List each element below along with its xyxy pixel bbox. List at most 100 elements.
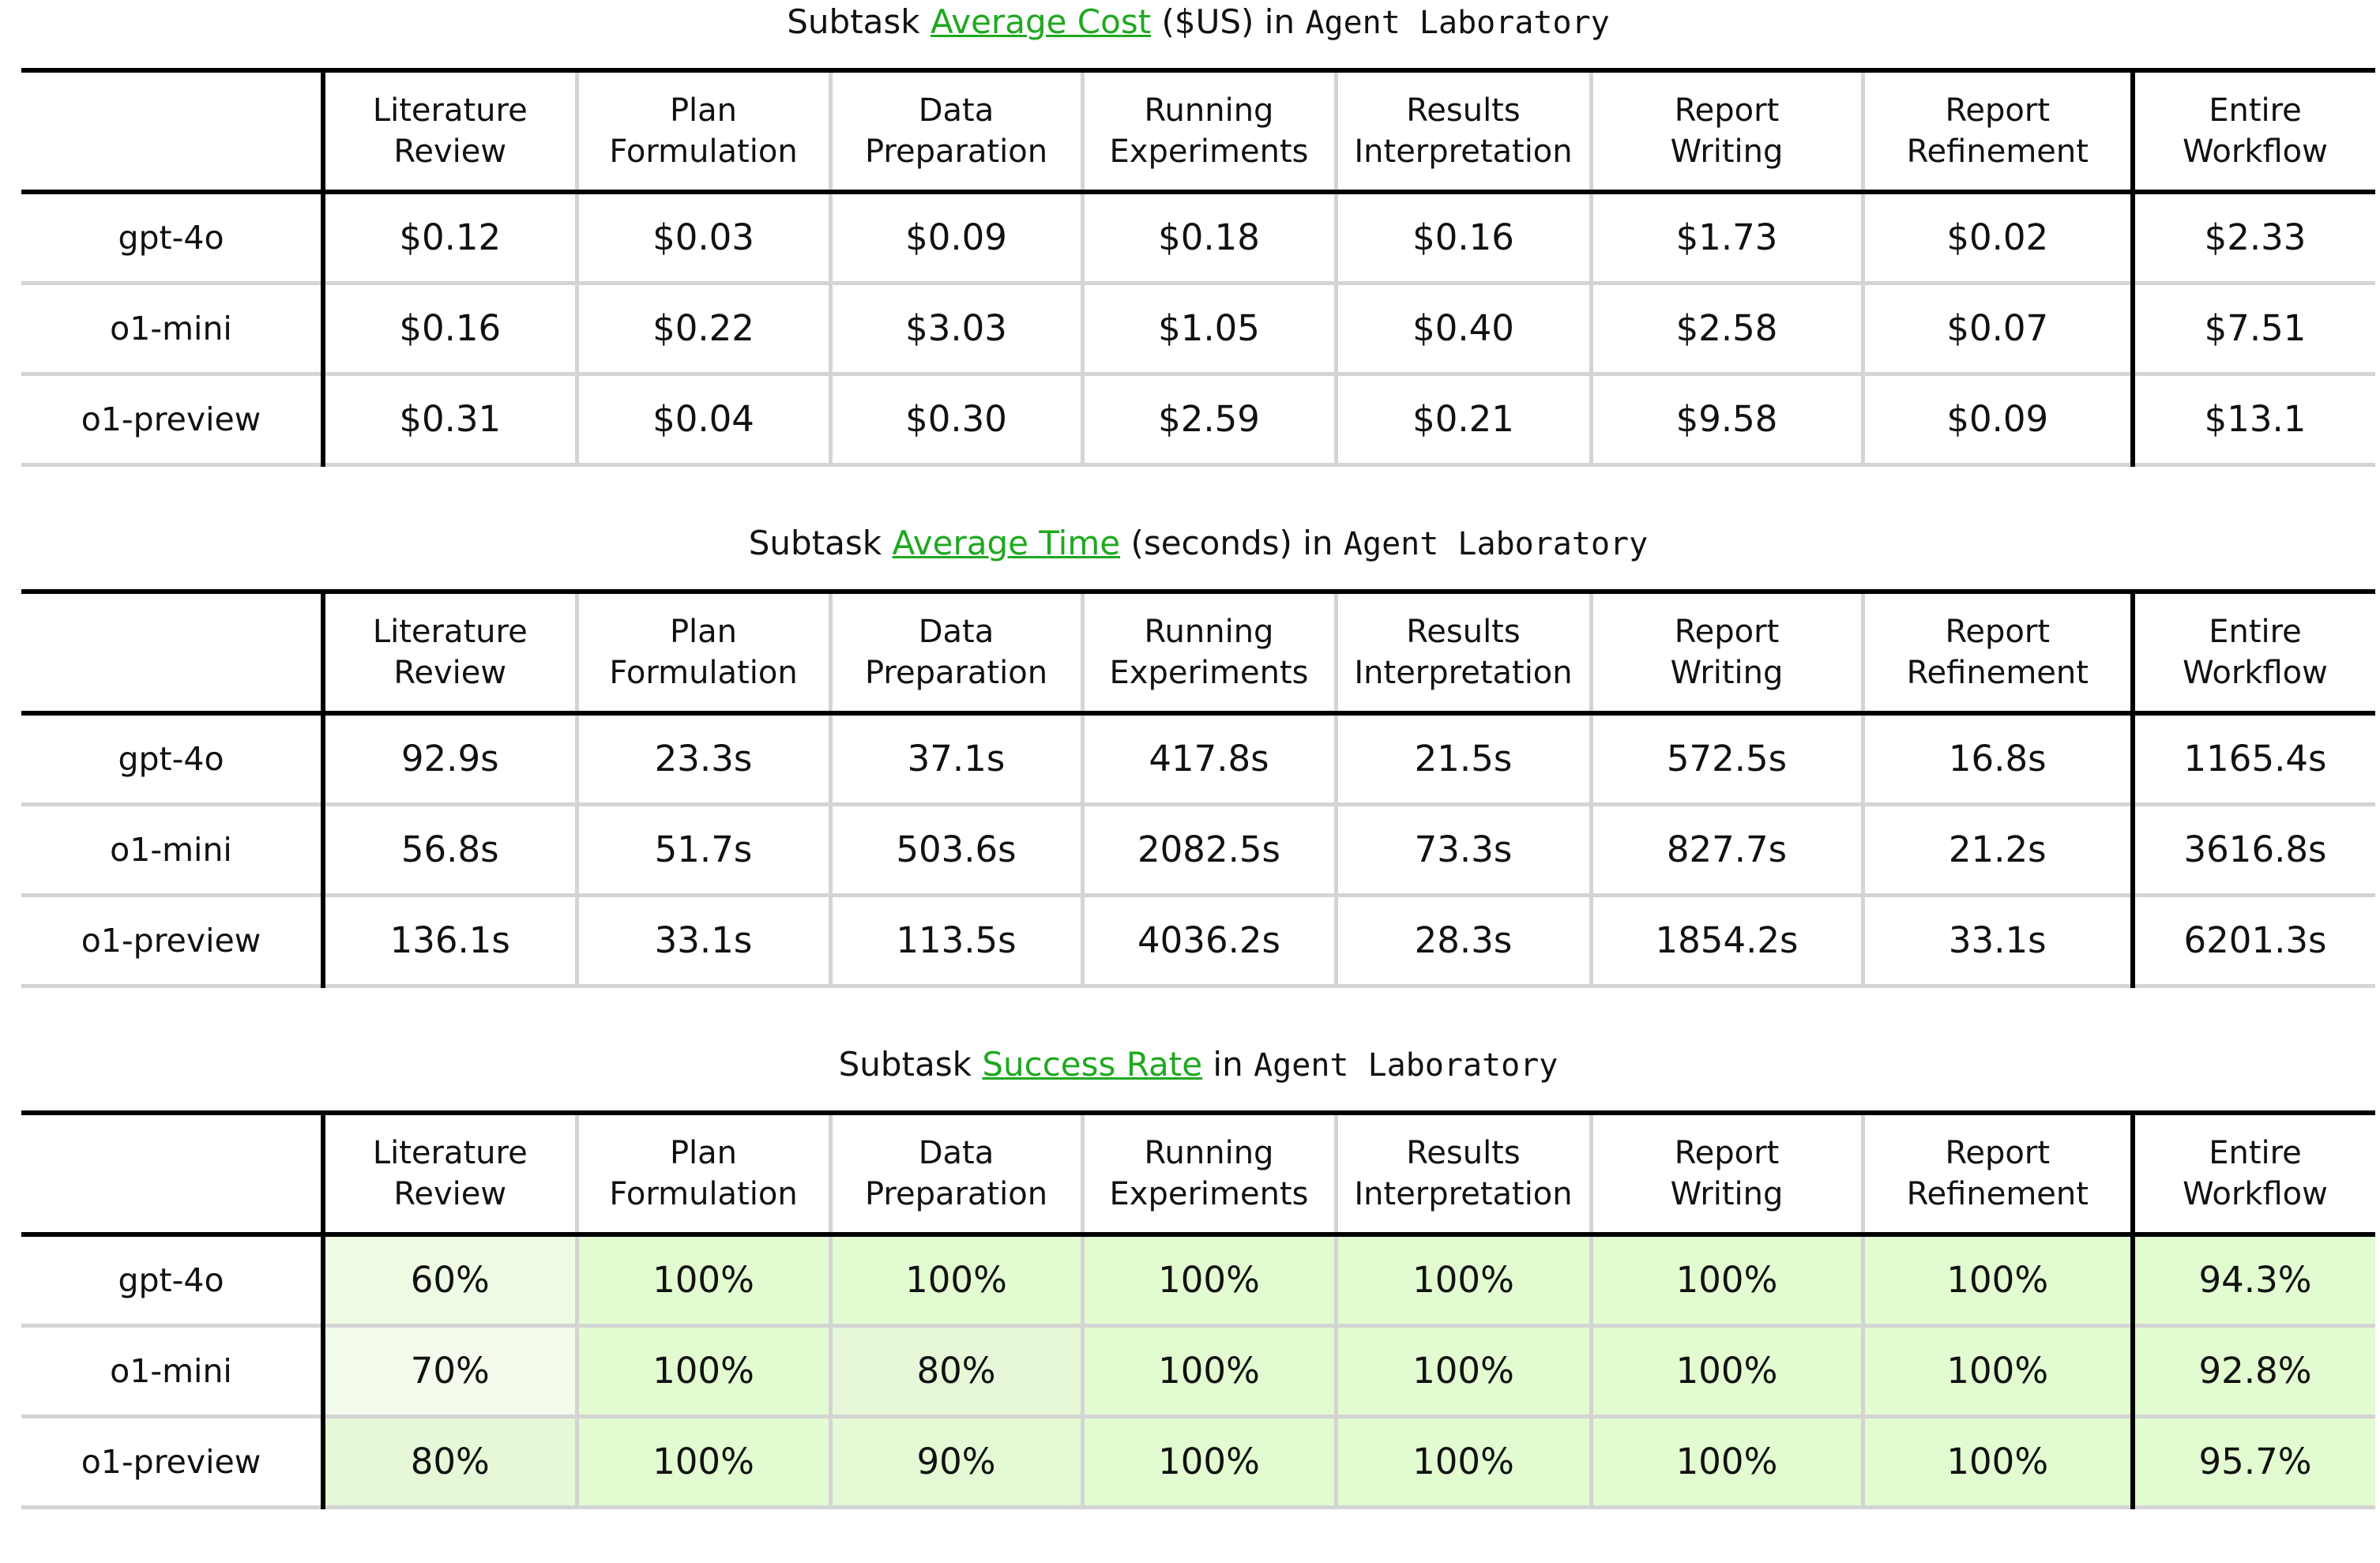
column-header-text: Report Writing	[1670, 1135, 1784, 1212]
table-head: Literature Review Plan Formulation Data Pr…	[21, 68, 2375, 194]
model-name: o1-mini	[21, 1325, 323, 1418]
data-cell: 417.8s	[1080, 713, 1336, 806]
data-cell: 136.1s	[321, 895, 577, 988]
data-row: o1-mini 56.8s 51.7s 503.6s 2082.5s 73.3s 827.7…	[21, 804, 2375, 897]
data-row: gpt-4o $0.12 $0.03 $0.09 $0.18 $0.16 $1.73 $0.0…	[21, 192, 2375, 285]
data-cell: 503.6s	[828, 804, 1082, 897]
column-header-text: Report Refinement	[1906, 614, 2089, 691]
table-body: gpt-4o 92.9s 23.3s 37.1s 417.8s 21.5s 572.5s 16…	[21, 713, 2375, 988]
data-cell: $0.09	[1860, 374, 2133, 467]
data-table: Literature Review Plan Formulation Data Pr…	[21, 1110, 2375, 1509]
table-body: gpt-4o 60% 100% 100% 100% 100% 100% 100% 94.3% o1…	[21, 1234, 2375, 1509]
data-cell: 51.7s	[574, 804, 830, 897]
model-name: gpt-4o	[21, 192, 323, 285]
table-body: gpt-4o $0.12 $0.03 $0.09 $0.18 $0.16 $1.73 $0.0…	[21, 192, 2375, 467]
column-header: Plan Formulation	[574, 68, 830, 194]
table-head: Literature Review Plan Formulation Data Pr…	[21, 589, 2375, 716]
table-title: Subtask Average Cost ($US) in Agent Labo…	[21, 0, 2375, 44]
column-header-text: Report Refinement	[1906, 92, 2089, 170]
data-cell: $0.21	[1333, 374, 1591, 467]
column-header-text: Data Preparation	[864, 1135, 1048, 1212]
column-header-text: Plan Formulation	[609, 92, 798, 170]
column-header-text: Data Preparation	[864, 92, 1048, 170]
column-header: Literature Review	[321, 68, 577, 194]
column-header: Plan Formulation	[574, 1110, 830, 1237]
column-header: Report Refinement	[1860, 68, 2133, 194]
data-cell: $2.33	[2130, 192, 2375, 285]
title-highlight: Average Time	[892, 524, 1121, 562]
data-cell: $0.16	[321, 283, 577, 376]
column-header: Running Experiments	[1080, 589, 1336, 716]
data-row: o1-preview 136.1s 33.1s 113.5s 4036.2s 28.3s 1…	[21, 895, 2375, 988]
data-cell: 90%	[828, 1416, 1082, 1509]
data-cell: 100%	[1333, 1234, 1591, 1328]
data-row: gpt-4o 92.9s 23.3s 37.1s 417.8s 21.5s 572.5s 16…	[21, 713, 2375, 806]
table-head: Literature Review Plan Formulation Data Pr…	[21, 1110, 2375, 1237]
model-name: o1-mini	[21, 283, 323, 376]
column-header: Data Preparation	[828, 68, 1082, 194]
data-cell: 100%	[828, 1234, 1082, 1328]
data-cell: 94.3%	[2130, 1234, 2375, 1328]
column-header: Running Experiments	[1080, 1110, 1336, 1237]
title-prefix: Subtask	[748, 524, 882, 562]
column-header: Plan Formulation	[574, 589, 830, 716]
data-cell: $7.51	[2130, 283, 2375, 376]
data-cell: 6201.3s	[2130, 895, 2375, 988]
column-header-text: Report Writing	[1670, 92, 1784, 170]
data-cell: 100%	[1860, 1325, 2133, 1418]
data-cell: 100%	[1080, 1325, 1336, 1418]
column-header: Literature Review	[321, 589, 577, 716]
data-table: Literature Review Plan Formulation Data Pr…	[21, 68, 2375, 467]
data-cell: 100%	[1860, 1416, 2133, 1509]
data-table: Literature Review Plan Formulation Data Pr…	[21, 589, 2375, 988]
data-cell: $0.16	[1333, 192, 1591, 285]
column-header: Report Writing	[1589, 68, 1863, 194]
model-name: gpt-4o	[21, 1234, 323, 1328]
data-cell: $1.73	[1589, 192, 1863, 285]
column-header-text: Results Interpretation	[1354, 92, 1573, 170]
data-cell: 100%	[1333, 1325, 1591, 1418]
column-header-text: Results Interpretation	[1354, 1135, 1573, 1212]
column-header: Report Writing	[1589, 1110, 1863, 1237]
corner-cell	[21, 589, 323, 716]
column-header: Results Interpretation	[1333, 1110, 1591, 1237]
title-highlight: Success Rate	[982, 1045, 1203, 1084]
data-cell: 1854.2s	[1589, 895, 1863, 988]
data-cell: 80%	[321, 1416, 577, 1509]
data-cell: 2082.5s	[1080, 804, 1336, 897]
data-cell: $0.18	[1080, 192, 1336, 285]
data-cell: $0.04	[574, 374, 830, 467]
data-cell: 28.3s	[1333, 895, 1591, 988]
corner-cell	[21, 68, 323, 194]
title-suffix: ($US) in	[1161, 2, 1295, 41]
data-cell: 3616.8s	[2130, 804, 2375, 897]
data-cell: $13.1	[2130, 374, 2375, 467]
data-cell: 95.7%	[2130, 1416, 2375, 1509]
column-header: Data Preparation	[828, 589, 1082, 716]
data-cell: $1.05	[1080, 283, 1336, 376]
table-title: Subtask Success Rate in Agent Laboratory	[21, 1043, 2375, 1087]
data-cell: $9.58	[1589, 374, 1863, 467]
data-cell: $0.31	[321, 374, 577, 467]
model-name: o1-preview	[21, 895, 323, 988]
data-cell: 4036.2s	[1080, 895, 1336, 988]
data-cell: 100%	[1333, 1416, 1591, 1509]
data-cell: $0.40	[1333, 283, 1591, 376]
column-header-text: Running Experiments	[1109, 92, 1309, 170]
model-name: gpt-4o	[21, 713, 323, 806]
title-prefix: Subtask	[787, 2, 920, 41]
data-cell: 100%	[1080, 1234, 1336, 1328]
column-header-text: Literature Review	[372, 92, 528, 170]
column-header: Report Writing	[1589, 589, 1863, 716]
column-header-text: Plan Formulation	[609, 1135, 798, 1212]
data-row: o1-preview 80% 100% 90% 100% 100% 100% 100% 95.7…	[21, 1416, 2375, 1509]
column-header: Report Refinement	[1860, 1110, 2133, 1237]
column-header-text: Results Interpretation	[1354, 614, 1573, 691]
data-cell: 572.5s	[1589, 713, 1863, 806]
column-header-text: Entire Workflow	[2183, 92, 2328, 170]
column-header: Literature Review	[321, 1110, 577, 1237]
model-name: o1-preview	[21, 374, 323, 467]
table-block: Subtask Average Time (seconds) in Agent …	[21, 521, 2375, 988]
